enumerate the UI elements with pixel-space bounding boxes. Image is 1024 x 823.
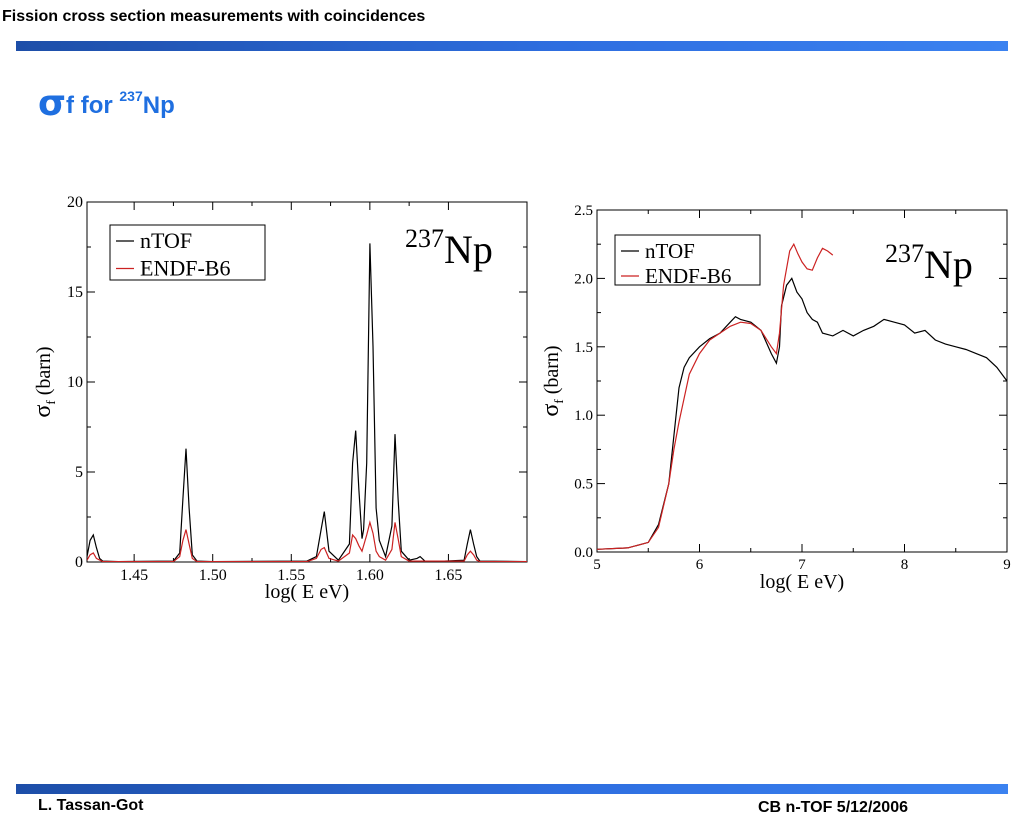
y-tick-label: 20 [67, 194, 83, 211]
isotope-annotation-mass: 237 [885, 239, 924, 268]
y-axis-sigma: σ [30, 405, 56, 418]
isotope-annotation: 237Np [885, 239, 973, 287]
title-sigma: σ [38, 83, 67, 124]
isotope-annotation-element: Np [444, 227, 493, 272]
x-tick-label: 1.55 [277, 567, 305, 584]
legend-box [614, 234, 761, 286]
y-tick-label: 0 [75, 554, 83, 571]
x-tick-label: 1.60 [356, 567, 384, 584]
x-tick-label: 5 [593, 557, 601, 573]
series-line-ntof [597, 277, 1007, 550]
y-tick-label: 10 [67, 374, 83, 391]
legend-label: ENDF-B6 [645, 264, 731, 288]
x-tick-label: 8 [901, 557, 909, 573]
legend-label: ENDF-B6 [140, 256, 230, 281]
chart-fission-cross-section-resonances: 1.45 1.50 1.55 1.60 1.65 0 5 10 15 20 nTOF ENDF-B6 2… [30, 194, 528, 603]
x-axis-label: log( E eV) [760, 571, 844, 593]
legend-box [109, 224, 266, 281]
y-tick-label: 0.0 [574, 545, 593, 561]
legend-label: nTOF [140, 228, 192, 253]
series-line-endf-b6 [597, 242, 834, 550]
isotope-annotation-mass: 237 [405, 224, 444, 253]
x-tick-label: 6 [696, 557, 704, 573]
title-element: Np [142, 92, 175, 119]
slide-title: σf for 237Np [38, 83, 175, 124]
x-tick-label: 1.65 [434, 567, 462, 584]
y-axis-unit: (barn) [541, 345, 563, 399]
isotope-annotation-element: Np [924, 242, 973, 287]
y-axis-sigma: σ [538, 404, 564, 417]
legend-label: nTOF [645, 239, 695, 263]
footer-author: L. Tassan-Got [38, 797, 144, 814]
title-subscript-and-for: f for [66, 92, 120, 119]
series-line-endf-b6 [87, 520, 527, 562]
y-axis-unit: (barn) [33, 346, 55, 400]
footer-bar [16, 784, 1008, 794]
header-title: Fission cross section measurements with … [2, 8, 426, 25]
x-tick-label: 7 [798, 557, 806, 573]
x-tick-label: 9 [1003, 557, 1011, 573]
y-tick-label: 1.0 [574, 408, 593, 424]
y-axis-subscript: f [551, 399, 566, 404]
y-tick-label: 15 [67, 284, 83, 301]
y-tick-label: 5 [75, 464, 83, 481]
footer-event: CB n-TOF 5/12/2006 [758, 799, 908, 816]
y-tick-label: 1.5 [574, 340, 593, 356]
isotope-annotation: 237Np [405, 224, 493, 272]
x-tick-label: 1.45 [120, 567, 148, 584]
y-tick-label: 2.5 [574, 203, 593, 219]
y-tick-label: 0.5 [574, 477, 593, 493]
x-axis-label: log( E eV) [265, 581, 349, 603]
y-axis-subscript: f [43, 400, 58, 405]
y-tick-label: 2.0 [574, 271, 593, 287]
header-bar [16, 41, 1008, 51]
y-axis-label: σf (barn) [538, 345, 566, 416]
y-axis-label: σf (barn) [30, 346, 58, 417]
x-tick-label: 1.50 [199, 567, 227, 584]
title-isotope-mass: 237 [119, 88, 143, 104]
